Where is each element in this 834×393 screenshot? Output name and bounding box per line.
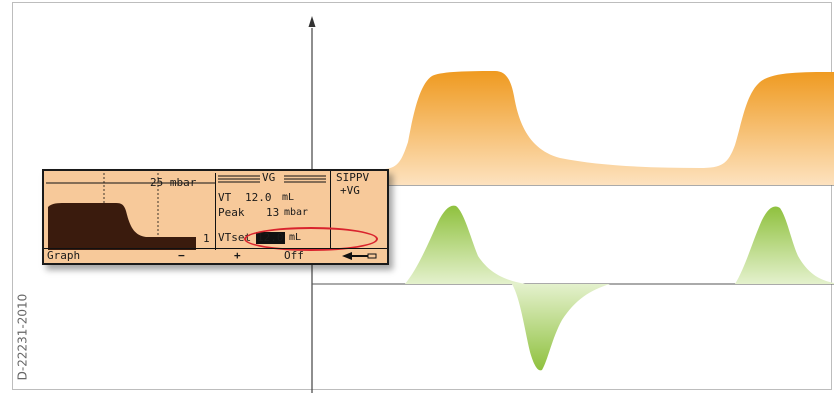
- vg-header: VG: [262, 171, 276, 184]
- peak-label: Peak: [218, 206, 245, 219]
- back-arrow-icon[interactable]: [340, 251, 380, 261]
- ventilator-display-panel: 25 mbar 1 VG VT 12.0 mL Peak 13 mbar VTs…: [42, 169, 389, 265]
- vtset-label: VTset: [218, 231, 252, 244]
- mode-title-line1: SIPPV: [336, 171, 370, 184]
- panel-divider: [330, 171, 331, 250]
- softkey-bar: Graph − + Off: [44, 248, 387, 263]
- vt-unit: mL: [282, 192, 295, 203]
- mini-graph-scale: 25 mbar: [150, 176, 197, 189]
- mini-pressure-graph: 25 mbar 1: [46, 173, 216, 250]
- flow-inspiration-1: [405, 205, 525, 284]
- vt-value: 12.0: [245, 191, 272, 204]
- y-axis-arrow: [308, 16, 316, 27]
- mini-graph-marker: 1: [203, 232, 210, 245]
- vt-label: VT: [218, 191, 232, 204]
- pressure-curve: [312, 71, 834, 185]
- minus-softkey[interactable]: −: [178, 249, 185, 262]
- vg-header-stripes: [218, 175, 326, 183]
- flow-expiration: [512, 284, 610, 371]
- mini-graph-svg: [46, 173, 215, 250]
- graph-softkey[interactable]: Graph: [47, 249, 81, 262]
- flow-inspiration-2: [735, 206, 834, 284]
- mode-title-line2: +VG: [340, 184, 360, 197]
- peak-unit: mbar: [284, 207, 309, 218]
- vtset-highlight-ring: [244, 227, 378, 251]
- peak-value: 13: [266, 206, 280, 219]
- off-softkey[interactable]: Off: [284, 249, 304, 262]
- plus-softkey[interactable]: +: [234, 249, 241, 262]
